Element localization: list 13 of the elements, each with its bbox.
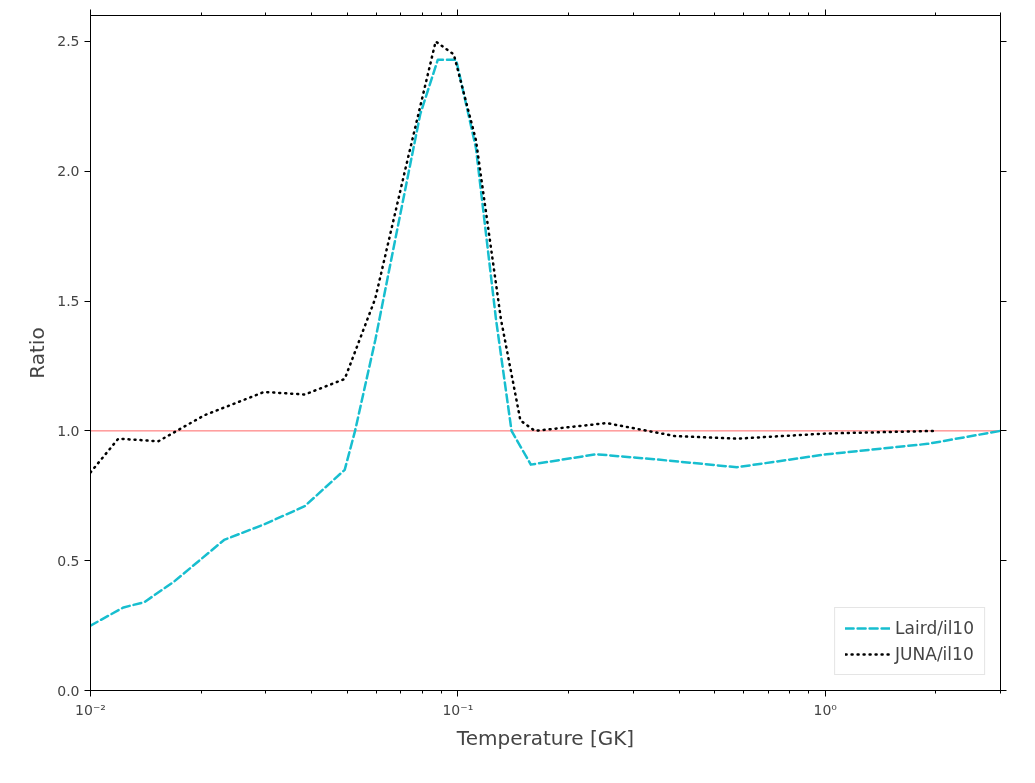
y-tick-label: 2.5	[57, 33, 80, 50]
x-axis-title: Temperature [GK]	[455, 725, 635, 750]
x-tick-label: 10⁻²	[75, 701, 106, 718]
y-tick-label: 1.5	[57, 293, 80, 310]
legend-label: Laird/il10	[895, 618, 974, 638]
x-tick-label: 10⁻¹	[442, 701, 474, 718]
legend-label: JUNA/il10	[895, 644, 974, 664]
x-tick-label: 10⁰	[813, 701, 838, 718]
y-tick-label: 1.0	[57, 422, 80, 439]
y-tick-label: 2.0	[57, 163, 80, 180]
y-tick-label: 0.5	[57, 552, 80, 569]
y-axis-title: Ratio	[25, 327, 50, 379]
y-tick-label: 0.0	[57, 682, 80, 699]
